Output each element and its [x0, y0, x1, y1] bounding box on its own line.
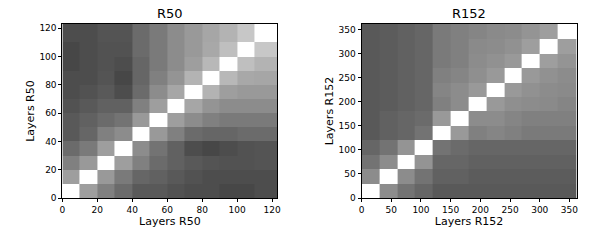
- svg-text:100: 100: [339, 145, 356, 155]
- svg-text:300: 300: [339, 49, 356, 59]
- svg-text:100: 100: [229, 205, 246, 215]
- svg-text:R152: R152: [452, 6, 486, 21]
- svg-text:60: 60: [45, 108, 57, 118]
- svg-text:0: 0: [359, 205, 365, 215]
- svg-text:Layers R50: Layers R50: [24, 80, 37, 142]
- svg-text:20: 20: [45, 165, 57, 175]
- svg-text:80: 80: [196, 205, 208, 215]
- svg-text:Layers R152: Layers R152: [323, 77, 336, 146]
- svg-text:50: 50: [344, 169, 356, 179]
- svg-text:200: 200: [339, 97, 356, 107]
- svg-text:150: 150: [339, 121, 356, 131]
- svg-text:120: 120: [264, 205, 281, 215]
- svg-text:0: 0: [60, 205, 66, 215]
- svg-text:60: 60: [162, 205, 174, 215]
- svg-text:20: 20: [92, 205, 104, 215]
- svg-text:300: 300: [531, 205, 548, 215]
- svg-text:350: 350: [339, 25, 356, 35]
- svg-text:50: 50: [386, 205, 398, 215]
- svg-text:0: 0: [51, 193, 57, 203]
- svg-text:Layers R50: Layers R50: [139, 215, 201, 228]
- svg-text:Layers R152: Layers R152: [435, 215, 504, 228]
- svg-text:350: 350: [561, 205, 578, 215]
- svg-text:250: 250: [501, 205, 518, 215]
- svg-text:150: 150: [442, 205, 459, 215]
- svg-text:200: 200: [472, 205, 489, 215]
- svg-text:R50: R50: [157, 6, 183, 21]
- svg-text:0: 0: [350, 193, 356, 203]
- svg-text:80: 80: [45, 80, 57, 90]
- svg-text:100: 100: [39, 52, 56, 62]
- svg-text:40: 40: [127, 205, 139, 215]
- svg-text:40: 40: [45, 137, 57, 147]
- svg-text:250: 250: [339, 73, 356, 83]
- svg-text:120: 120: [39, 23, 56, 33]
- svg-text:100: 100: [412, 205, 429, 215]
